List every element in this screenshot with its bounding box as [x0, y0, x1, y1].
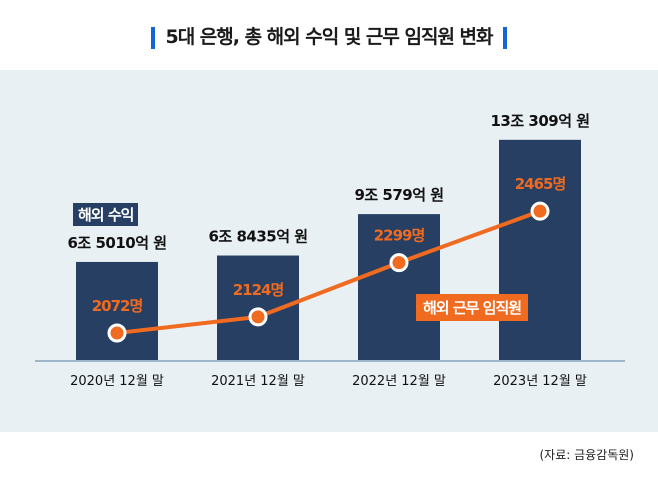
revenue-bar: [76, 261, 158, 360]
employees-label: 2299명: [374, 227, 425, 245]
x-tick-label: 2020년 12월 말: [70, 374, 164, 389]
x-tick-label: 2022년 12월 말: [352, 374, 446, 389]
employees-point: [107, 323, 127, 343]
employees-label: 2072명: [92, 297, 143, 315]
x-tick-label: 2023년 12월 말: [493, 374, 587, 389]
employees-line: [116, 209, 541, 335]
revenue-label: 9조 579억 원: [354, 186, 443, 204]
employees-point: [530, 201, 550, 221]
revenue-label: 6조 5010억 원: [67, 234, 166, 252]
source-note: (자료: 금융감독원): [539, 448, 634, 462]
revenue-label: 13조 309억 원: [490, 112, 589, 130]
title-accent-left: [151, 26, 156, 49]
x-tick-label: 2021년 12월 말: [211, 374, 305, 389]
chart-title: 5대 은행, 총 해외 수익 및 근무 임직원 변화: [0, 22, 658, 49]
title-accent-right: [502, 26, 507, 49]
revenue-bar: [358, 214, 440, 360]
employees-point: [248, 307, 268, 327]
employees-label: 2465명: [515, 175, 566, 193]
legend-revenue: 해외 수익: [73, 203, 139, 226]
revenue-bar: [499, 139, 581, 360]
legend-employees: 해외 근무 임직원: [416, 294, 529, 321]
employees-label: 2124명: [233, 281, 284, 299]
employees-point: [389, 253, 409, 273]
revenue-label: 6조 8435억 원: [208, 228, 307, 246]
title-text: 5대 은행, 총 해외 수익 및 근무 임직원 변화: [165, 26, 493, 48]
